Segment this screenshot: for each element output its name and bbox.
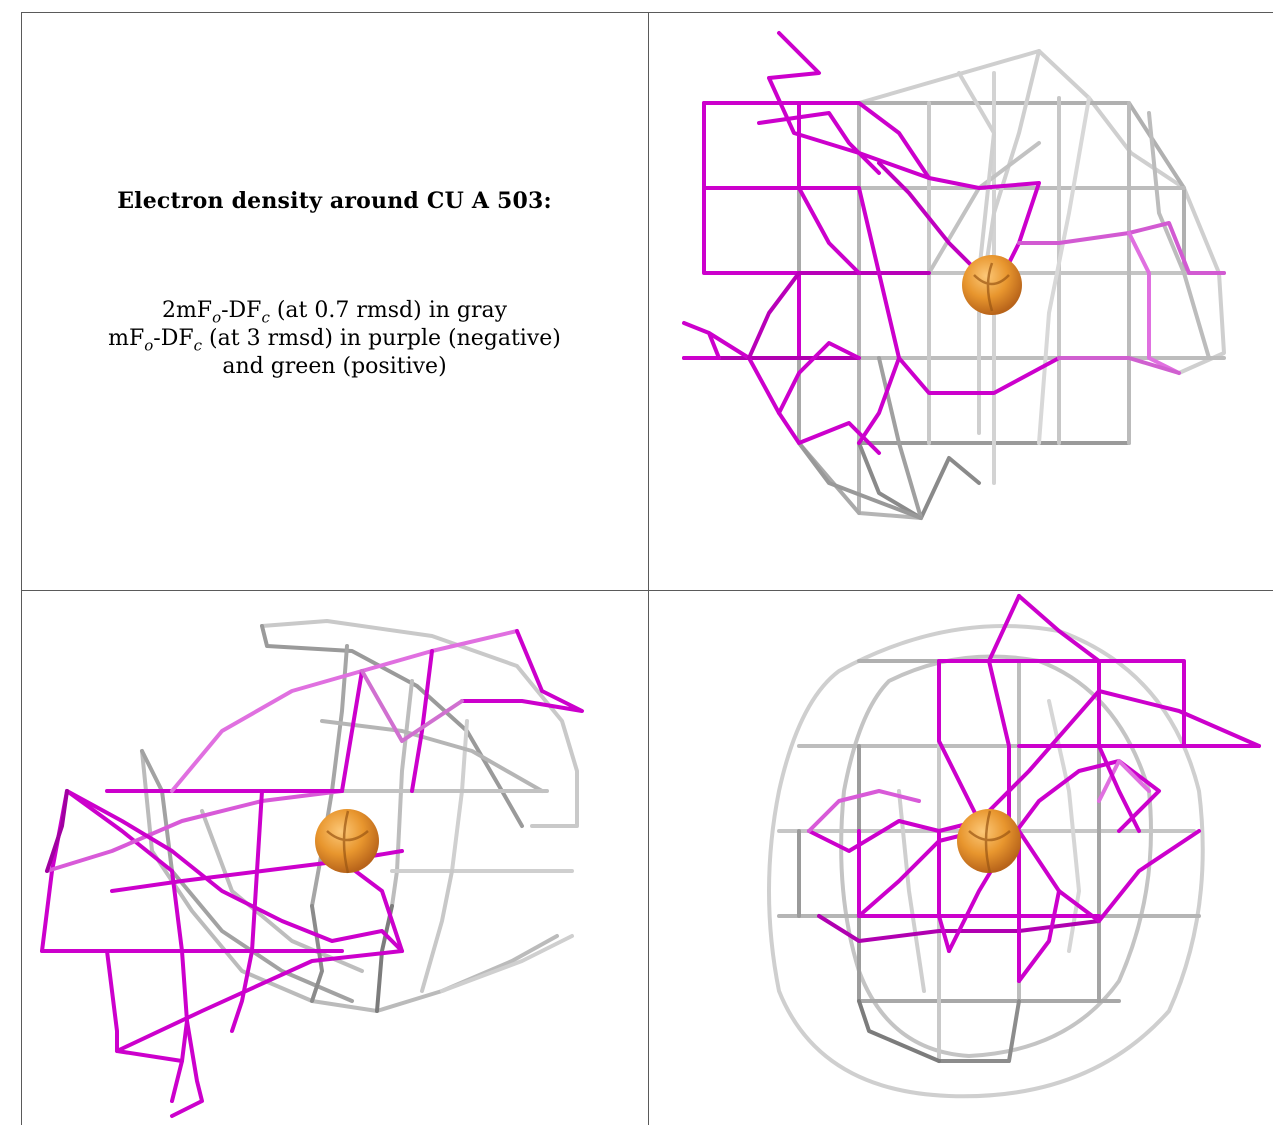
legend-fofc-mid: -DF — [153, 326, 194, 351]
copper-atom — [315, 809, 379, 874]
legend-fofc-suffix: (at 3 rmsd) in purple (negative) — [202, 326, 561, 351]
caption-cell: Electron density around CU A 503: 2mFo-D… — [21, 12, 648, 590]
mesh-fofc-negative — [682, 31, 1226, 455]
table-divider-horizontal — [21, 590, 1273, 591]
legend-2fofc-sub-o: o — [212, 308, 222, 327]
caption-legend: 2mFo-DFc (at 0.7 rmsd) in gray mFo-DFc (… — [21, 297, 648, 381]
mesh-2fofc-gray — [140, 619, 579, 1013]
legend-fofc-sub-c: c — [193, 336, 203, 355]
legend-fofc-sub-o: o — [144, 336, 154, 355]
legend-2fofc-suffix: (at 0.7 rmsd) in gray — [269, 298, 508, 323]
mesh-fofc-negative — [40, 629, 584, 1118]
legend-2fofc-mid: -DF — [221, 298, 262, 323]
legend-2fofc-sub-c: c — [261, 308, 270, 327]
table-border-top — [21, 12, 1273, 13]
table-border-left — [21, 12, 22, 1125]
legend-line-fofc: mFo-DFc (at 3 rmsd) in purple (negative) — [21, 325, 648, 353]
density-view-2 — [40, 619, 584, 1118]
caption-title: Electron density around CU A 503: — [117, 188, 552, 214]
legend-line-2fofc: 2mFo-DFc (at 0.7 rmsd) in gray — [21, 297, 648, 325]
density-view-1 — [682, 31, 1226, 520]
copper-atom — [957, 809, 1021, 874]
legend-fofc-prefix: mF — [108, 326, 145, 351]
mesh-fofc-negative — [807, 594, 1261, 983]
legend-2fofc-prefix: 2mF — [161, 298, 213, 323]
legend-line-positive: and green (positive) — [222, 354, 447, 379]
copper-atom — [962, 255, 1022, 315]
density-view-3 — [767, 594, 1261, 1099]
table-divider-vertical — [648, 12, 649, 1125]
